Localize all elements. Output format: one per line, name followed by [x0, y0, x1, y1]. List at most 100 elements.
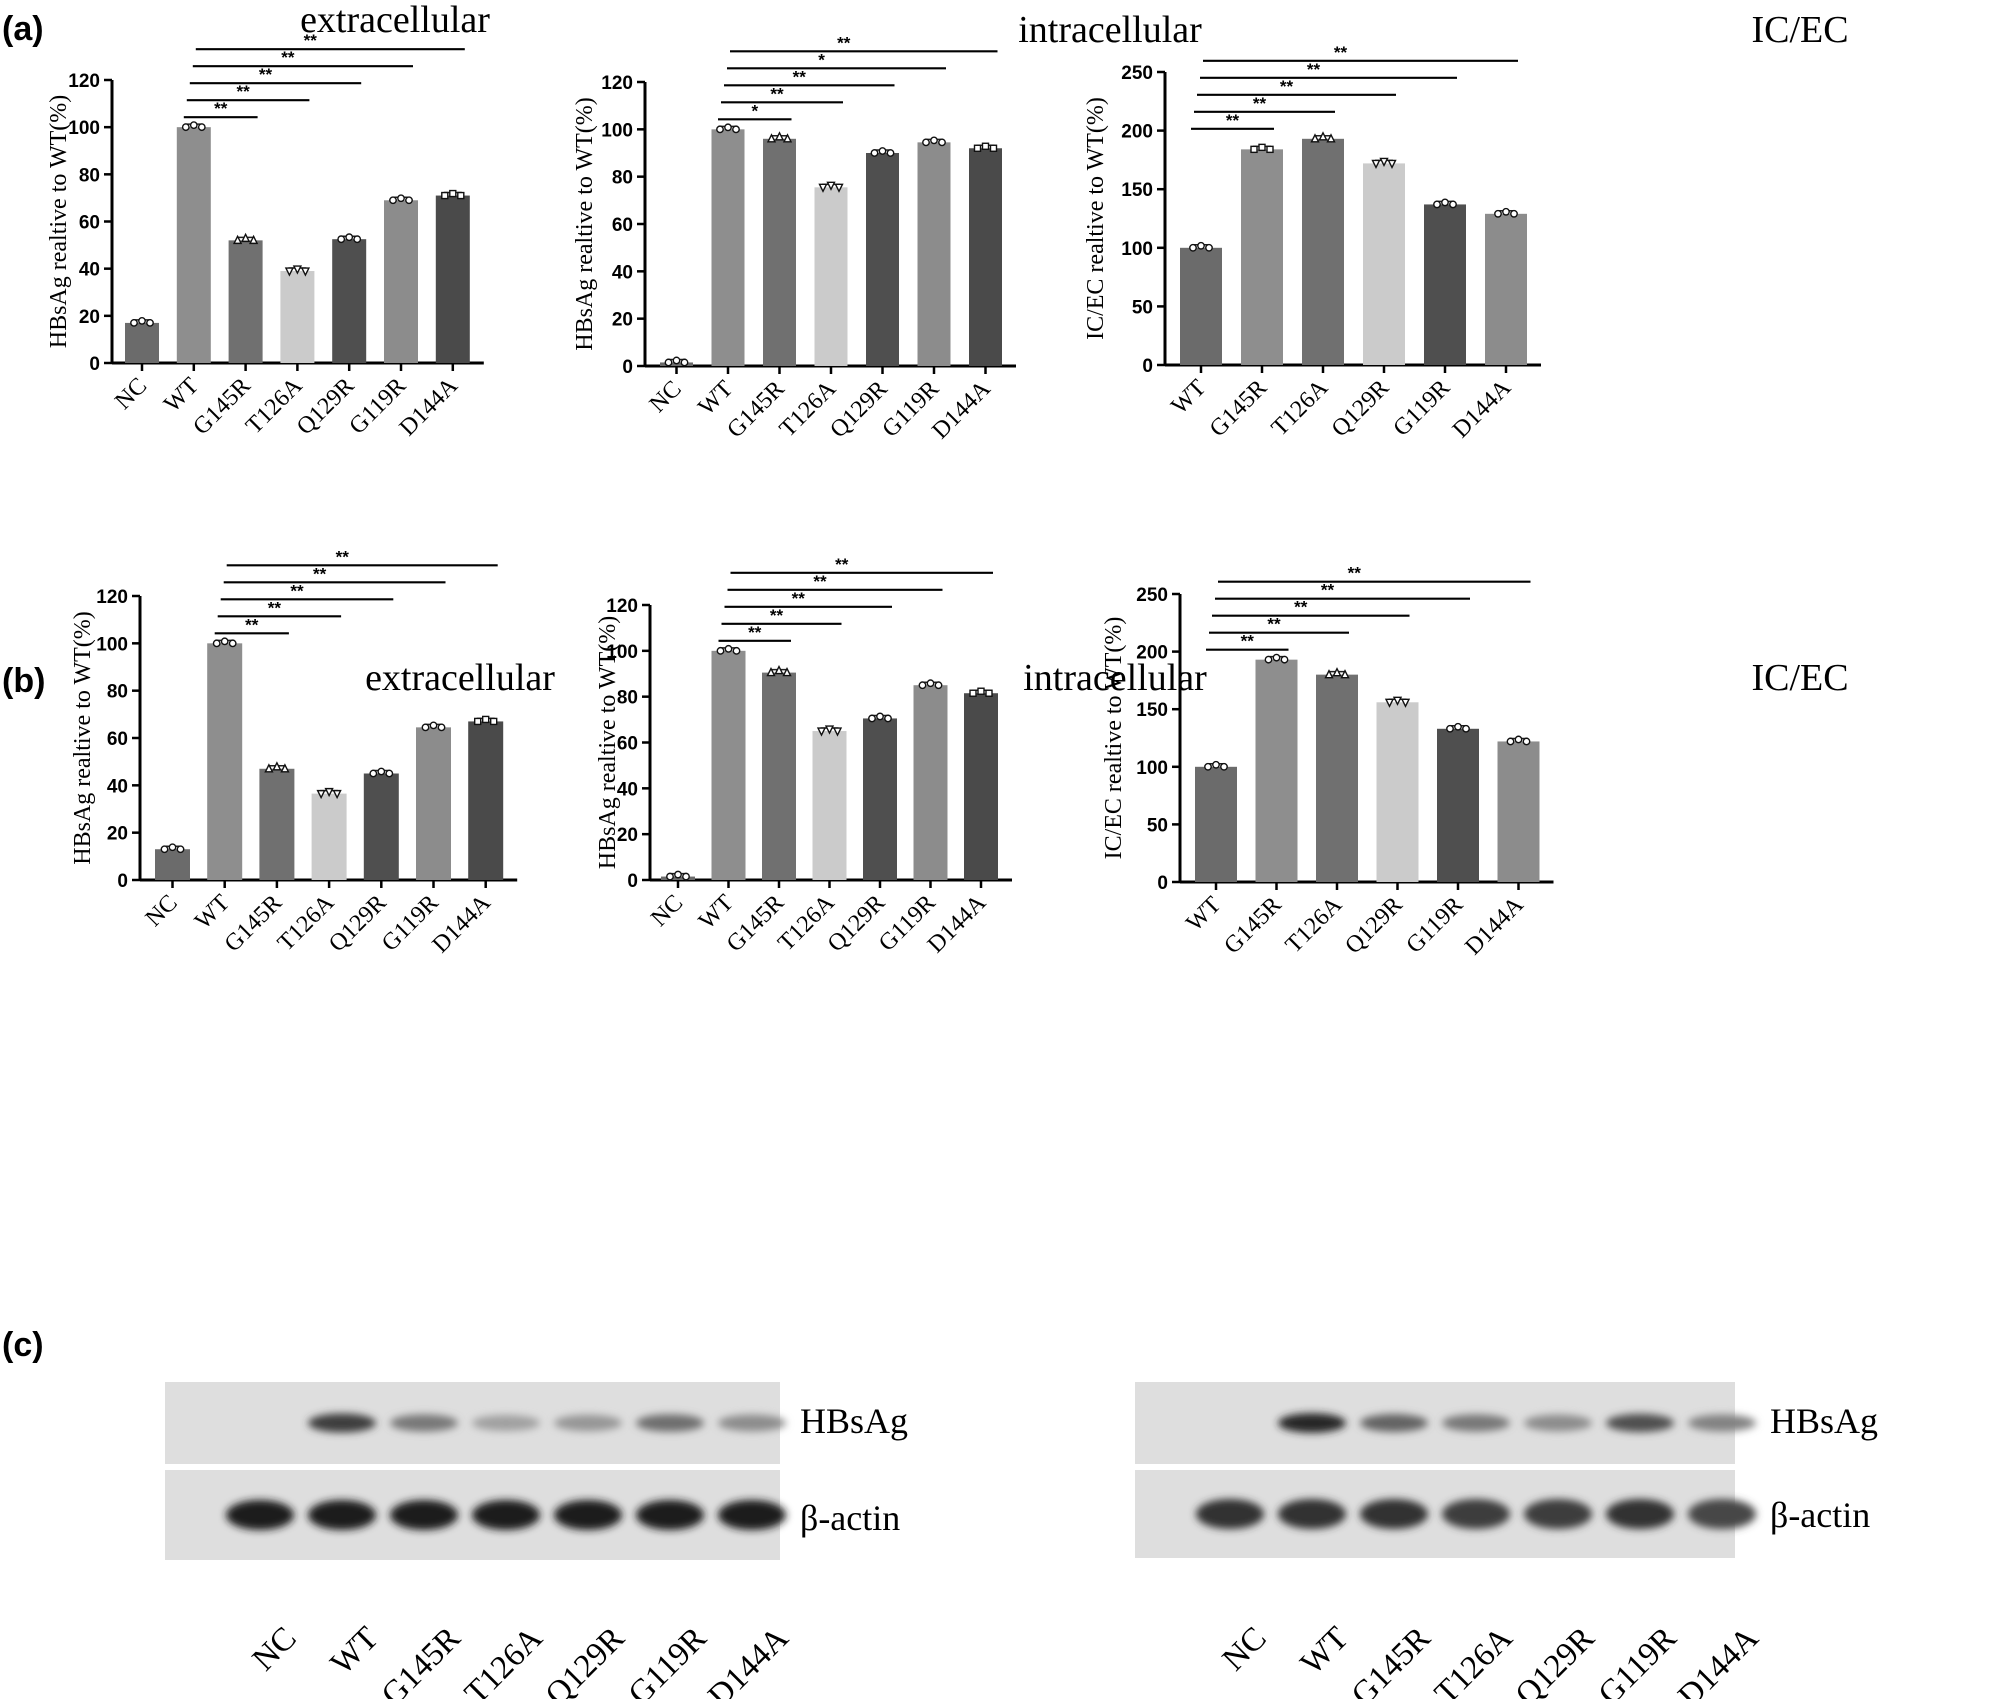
- y-tick-label: 120: [601, 73, 633, 94]
- replicate-point: [989, 144, 998, 152]
- significance-label: **: [259, 65, 273, 84]
- replicate-point: [176, 845, 185, 854]
- category-label-WT: WT: [159, 373, 204, 418]
- replicate-point: [437, 723, 446, 732]
- significance-label: **: [1334, 43, 1348, 62]
- significance-label: **: [313, 564, 327, 583]
- replicate-point: [926, 679, 935, 688]
- bar-G119R: [384, 200, 418, 363]
- significance-label: **: [336, 547, 350, 566]
- band: [1688, 1499, 1756, 1529]
- band: [390, 1414, 458, 1432]
- replicate-point: [280, 763, 290, 773]
- chart-6: IC/EC IC/EC realtive to WT(%) 0 50 100 150 200…: [1101, 564, 1849, 961]
- y-tick-label: 20: [79, 307, 100, 328]
- y-tick-label: 40: [612, 262, 633, 283]
- category-label-WT: WT: [1166, 375, 1211, 420]
- replicate-point: [228, 639, 237, 648]
- band: [472, 1414, 540, 1432]
- western-blot-2: HBsAg β-actin NC WTG145RT126AQ129RG119RD144…: [1135, 1382, 1878, 1699]
- replicate-point: [766, 667, 776, 677]
- replicate-point: [1189, 243, 1197, 252]
- replicate-point: [160, 845, 169, 854]
- lane-label-NC: NC: [1216, 1620, 1274, 1678]
- replicate-point: [1522, 737, 1531, 746]
- significance-label: **: [281, 48, 295, 67]
- replicate-point: [1510, 209, 1518, 218]
- category-label-G145R: G145R: [1219, 892, 1286, 959]
- y-tick-label: 60: [107, 729, 128, 750]
- replicate-point: [824, 725, 835, 735]
- band: [1278, 1499, 1346, 1529]
- replicate-point: [457, 191, 465, 200]
- replicate-point: [324, 787, 334, 798]
- y-tick-label: 120: [96, 587, 128, 608]
- replicate-point: [316, 789, 326, 800]
- replicate-point: [732, 646, 741, 655]
- bar-T126A: [812, 731, 847, 880]
- replicate-point: [1441, 198, 1449, 207]
- lane-label-D144A: D144A: [1671, 1620, 1765, 1699]
- category-label-NC: NC: [645, 376, 687, 418]
- replicate-point: [1310, 133, 1320, 143]
- panel-label-b: (b): [2, 662, 45, 700]
- replicate-point: [782, 667, 792, 677]
- y-tick-label: 20: [612, 310, 633, 331]
- y-axis-label: HBsAg realtive to WT(%): [70, 611, 96, 865]
- significance-label: **: [792, 589, 806, 608]
- replicate-point: [1204, 762, 1212, 771]
- bar-WT: [176, 127, 211, 364]
- replicate-point: [337, 235, 346, 244]
- significance-label: **: [1241, 632, 1255, 651]
- lane-label-WT: WT: [324, 1620, 386, 1682]
- lane-label-D144A: D144A: [701, 1620, 795, 1699]
- category-label-Q129R: Q129R: [823, 890, 890, 957]
- significance-label: **: [214, 99, 228, 118]
- y-tick-label: 120: [606, 596, 638, 617]
- replicate-point: [985, 689, 993, 697]
- replicate-point: [232, 234, 243, 245]
- band: [1360, 1414, 1428, 1432]
- replicate-point: [876, 712, 884, 721]
- band: [1524, 1499, 1592, 1529]
- bar-WT: [711, 650, 746, 880]
- bar-T126A: [1302, 138, 1344, 365]
- replicate-point: [716, 125, 724, 134]
- bar-G145R: [763, 138, 796, 366]
- panel-label-a: (a): [2, 10, 44, 48]
- replicate-point: [922, 138, 930, 147]
- significance-label: **: [1321, 581, 1335, 600]
- replicate-point: [490, 717, 498, 726]
- replicate-point: [1400, 698, 1411, 708]
- replicate-point: [300, 267, 311, 277]
- replicate-point: [973, 144, 982, 152]
- bar-WT: [1195, 766, 1237, 882]
- y-tick-label: 50: [1132, 297, 1153, 318]
- bar-Q129R: [863, 718, 897, 880]
- bar-T126A: [311, 793, 347, 880]
- replicate-point: [782, 133, 793, 143]
- charts-layer: extracellular HBsAg realtive to WT(%) 0 20 4…: [46, 0, 1849, 960]
- replicate-point: [1371, 159, 1381, 169]
- replicate-point: [248, 234, 259, 245]
- category-label-G145R: G145R: [220, 890, 287, 957]
- y-tick-label: 100: [606, 642, 638, 663]
- bar-D144A: [964, 693, 998, 880]
- replicate-point: [934, 681, 943, 690]
- category-label-D144A: D144A: [923, 889, 992, 958]
- replicate-point: [868, 714, 876, 723]
- category-label-G145R: G145R: [722, 376, 789, 443]
- replicate-point: [672, 356, 681, 365]
- replicate-point: [870, 149, 879, 157]
- replicate-point: [1272, 653, 1281, 662]
- replicate-point: [832, 727, 843, 737]
- replicate-point: [1387, 159, 1397, 169]
- y-tick-label: 100: [1121, 239, 1153, 260]
- bar-G145R: [762, 672, 796, 880]
- chart-title: intracellular: [1023, 657, 1207, 699]
- significance-label: *: [751, 101, 758, 120]
- replicate-point: [146, 319, 154, 327]
- category-label-NC: NC: [141, 890, 183, 932]
